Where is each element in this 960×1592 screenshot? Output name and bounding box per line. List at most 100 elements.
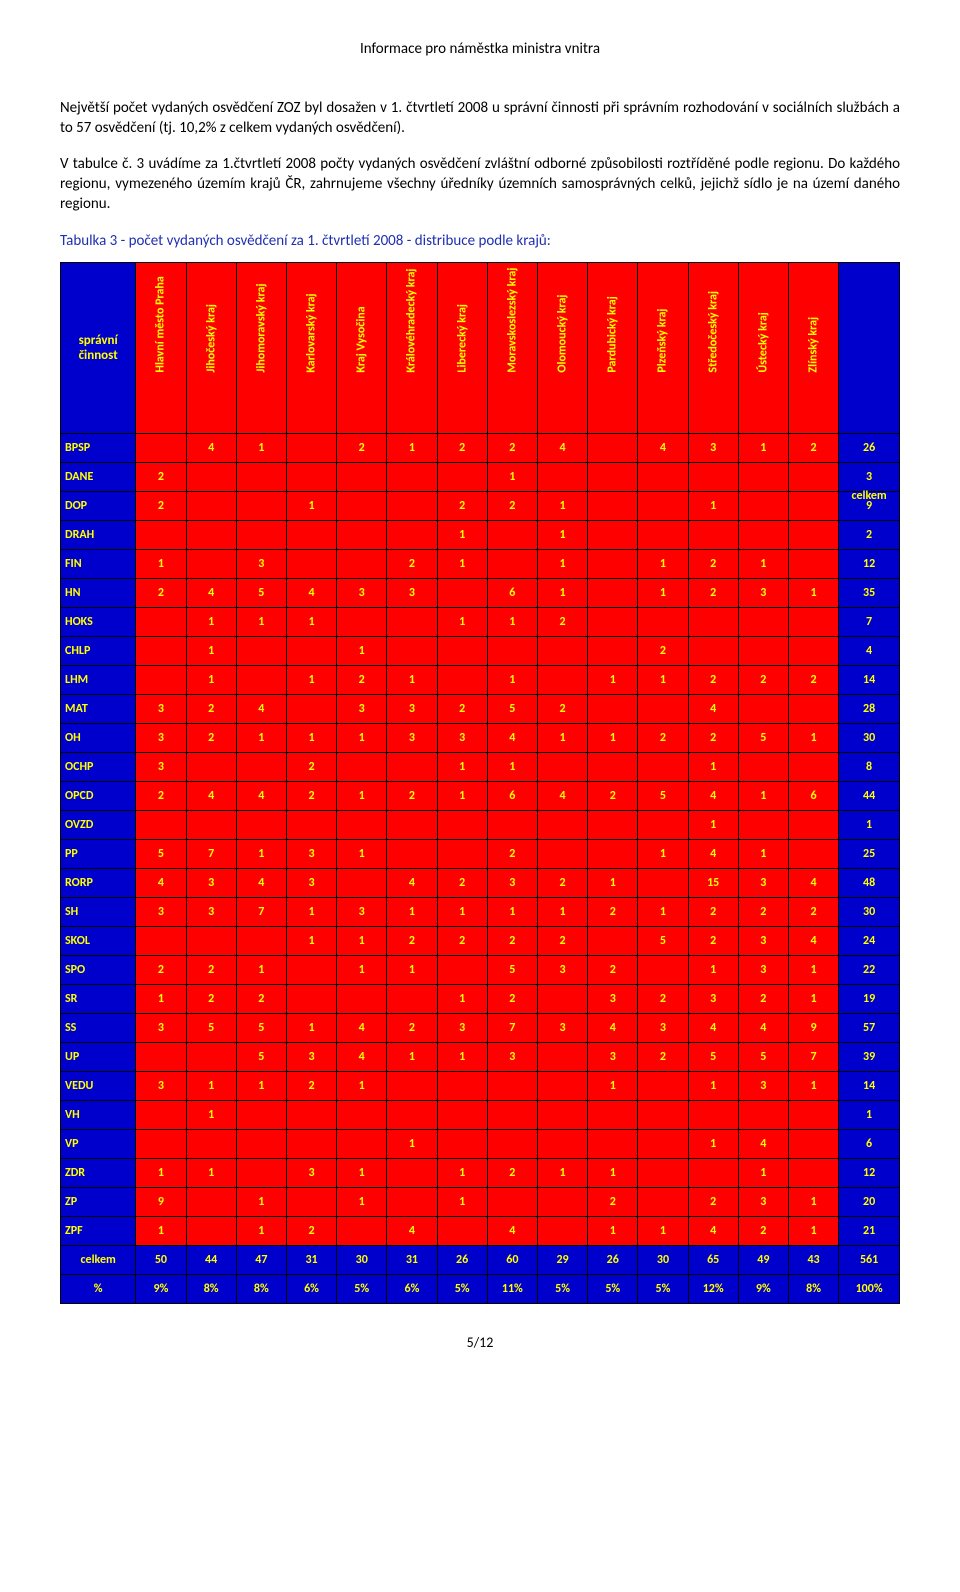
data-cell — [788, 637, 838, 666]
data-cell: 2 — [136, 492, 186, 521]
data-cell: 1 — [236, 1188, 286, 1217]
data-cell — [638, 1101, 688, 1130]
data-cell — [136, 521, 186, 550]
row-label: SH — [61, 898, 136, 927]
data-cell — [788, 550, 838, 579]
row-total: 14 — [839, 666, 900, 695]
data-cell: 1 — [537, 724, 587, 753]
footer-row-label: celkem — [61, 1246, 136, 1275]
data-cell: 1 — [236, 956, 286, 985]
data-cell — [387, 608, 437, 637]
data-cell: 3 — [186, 898, 236, 927]
footer-total: 561 — [839, 1246, 900, 1275]
data-cell: 1 — [286, 898, 336, 927]
data-cell — [186, 753, 236, 782]
data-cell: 4 — [688, 1014, 738, 1043]
data-cell: 3 — [588, 1043, 638, 1072]
row-total: 44 — [839, 782, 900, 811]
col-header: Karlovarský kraj — [286, 263, 336, 434]
col-header: Středočeský kraj — [688, 263, 738, 434]
data-cell — [437, 1072, 487, 1101]
data-cell — [738, 521, 788, 550]
data-cell — [638, 695, 688, 724]
data-cell: 2 — [286, 753, 336, 782]
data-cell — [136, 927, 186, 956]
data-table: správní činnostHlavní město PrahaJihočes… — [60, 262, 900, 1304]
row-label: UP — [61, 1043, 136, 1072]
data-cell: 1 — [286, 608, 336, 637]
data-cell: 3 — [738, 956, 788, 985]
footer-cell: 29 — [537, 1246, 587, 1275]
row-total: 7 — [839, 608, 900, 637]
data-cell: 4 — [738, 1130, 788, 1159]
row-total: 26 — [839, 434, 900, 463]
data-cell: 3 — [387, 579, 437, 608]
data-cell: 3 — [136, 1072, 186, 1101]
data-cell — [487, 550, 537, 579]
data-cell — [588, 811, 638, 840]
data-cell: 3 — [688, 985, 738, 1014]
data-cell: 1 — [387, 434, 437, 463]
data-cell: 1 — [437, 521, 487, 550]
data-cell: 1 — [487, 898, 537, 927]
footer-total: 100% — [839, 1275, 900, 1304]
data-cell: 2 — [437, 927, 487, 956]
data-cell: 2 — [286, 782, 336, 811]
data-cell — [337, 608, 387, 637]
data-cell: 2 — [638, 1043, 688, 1072]
footer-cell: 8% — [236, 1275, 286, 1304]
data-cell: 5 — [738, 724, 788, 753]
data-cell: 2 — [688, 898, 738, 927]
data-cell: 4 — [688, 840, 738, 869]
data-cell — [788, 463, 838, 492]
data-cell: 4 — [186, 434, 236, 463]
data-cell — [236, 666, 286, 695]
data-cell — [588, 1130, 638, 1159]
data-cell — [688, 608, 738, 637]
data-cell — [286, 956, 336, 985]
data-cell — [136, 1043, 186, 1072]
data-cell: 2 — [487, 1159, 537, 1188]
data-cell — [537, 840, 587, 869]
data-cell — [136, 811, 186, 840]
data-cell — [236, 753, 286, 782]
footer-cell: 6% — [286, 1275, 336, 1304]
data-cell: 1 — [387, 1130, 437, 1159]
footer-cell: 60 — [487, 1246, 537, 1275]
data-cell — [236, 1101, 286, 1130]
data-cell — [337, 869, 387, 898]
data-cell: 1 — [437, 1188, 487, 1217]
row-label: OCHP — [61, 753, 136, 782]
row-label: DRAH — [61, 521, 136, 550]
data-cell: 9 — [788, 1014, 838, 1043]
data-cell — [387, 1159, 437, 1188]
paragraph-1: Největší počet vydaných osvědčení ZOZ by… — [60, 98, 900, 139]
footer-cell: 47 — [236, 1246, 286, 1275]
data-cell — [337, 550, 387, 579]
data-cell: 4 — [487, 1217, 537, 1246]
row-total: 2 — [839, 521, 900, 550]
data-cell — [788, 1159, 838, 1188]
data-cell — [186, 1130, 236, 1159]
data-cell: 1 — [738, 840, 788, 869]
data-cell: 2 — [337, 434, 387, 463]
data-cell: 1 — [788, 956, 838, 985]
data-cell — [437, 840, 487, 869]
data-cell — [738, 492, 788, 521]
data-cell — [788, 753, 838, 782]
data-cell: 1 — [788, 1217, 838, 1246]
data-cell: 3 — [136, 898, 186, 927]
data-cell: 4 — [588, 1014, 638, 1043]
data-cell — [186, 463, 236, 492]
data-cell: 1 — [487, 463, 537, 492]
data-cell: 2 — [437, 434, 487, 463]
row-total: 19 — [839, 985, 900, 1014]
data-cell: 1 — [387, 1043, 437, 1072]
data-cell — [337, 985, 387, 1014]
data-cell: 1 — [337, 782, 387, 811]
data-cell: 4 — [788, 869, 838, 898]
data-cell — [638, 1188, 688, 1217]
data-cell: 5 — [638, 782, 688, 811]
corner-header: správní činnost — [61, 263, 136, 434]
data-cell: 2 — [738, 1217, 788, 1246]
